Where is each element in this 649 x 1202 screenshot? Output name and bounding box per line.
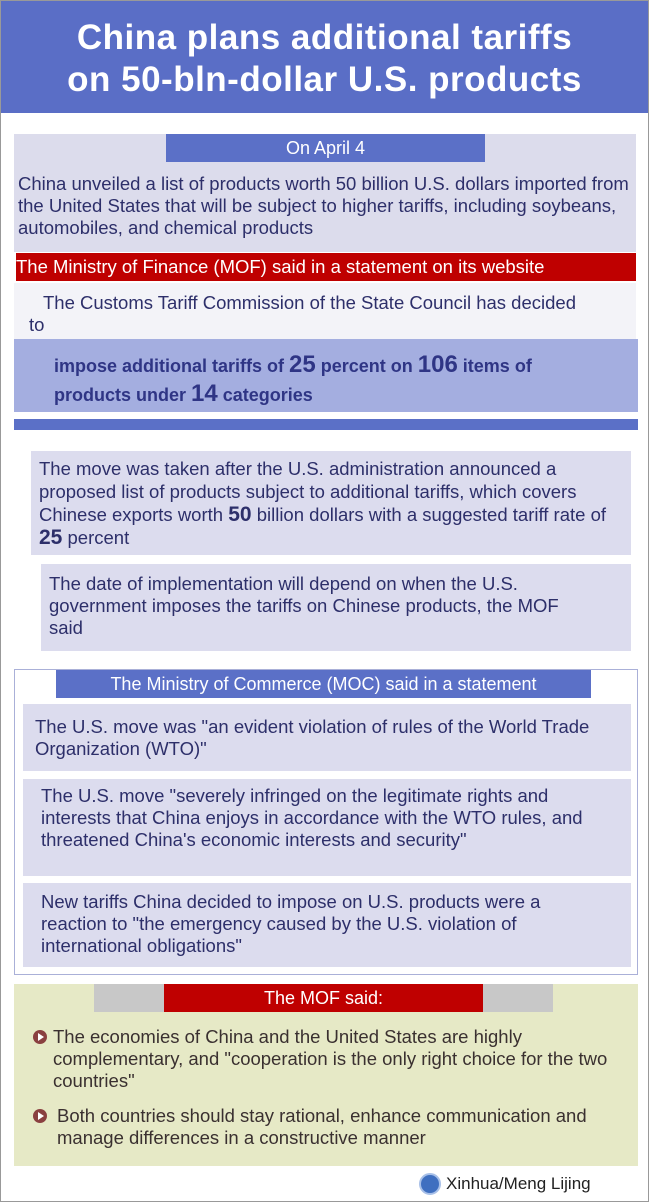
date-label: On April 4 [166,134,485,162]
moc-section [14,669,638,975]
bullet-arrow-icon [33,1109,47,1123]
implementation-text: The date of implementation will depend o… [41,564,631,651]
mof-said-banner: The MOF said: [164,984,483,1012]
mof-said-section [14,984,638,1166]
tariff-decision: impose additional tariffs of 25 percent … [14,339,638,412]
moc-item: The U.S. move "severely infringed on the… [23,779,631,876]
title-line-2: on 50-bln-dollar U.S. products [67,60,582,99]
moc-banner: The Ministry of Commerce (MOC) said in a… [56,670,591,698]
list-item: The economies of China and the United St… [33,1026,633,1092]
divider [14,419,638,430]
list-item: Both countries should stay rational, enh… [33,1105,645,1149]
xinhua-logo-icon [419,1173,441,1195]
title-line-1: China plans additional tariffs [76,18,573,57]
credit: Xinhua/Meng Lijing [446,1174,591,1193]
bullet-arrow-icon [33,1030,47,1044]
announcement-text: China unveiled a list of products worth … [18,173,629,238]
mof-banner: The Ministry of Finance (MOF) said in a … [16,253,636,281]
move-text: The move was taken after the U.S. admini… [31,451,631,555]
page-title: China plans additional tariffs on 50-bln… [1,1,648,113]
moc-item: New tariffs China decided to impose on U… [23,883,631,967]
commission-text: The Customs Tariff Commission of the Sta… [14,283,636,339]
moc-item: The U.S. move was "an evident violation … [23,704,631,771]
